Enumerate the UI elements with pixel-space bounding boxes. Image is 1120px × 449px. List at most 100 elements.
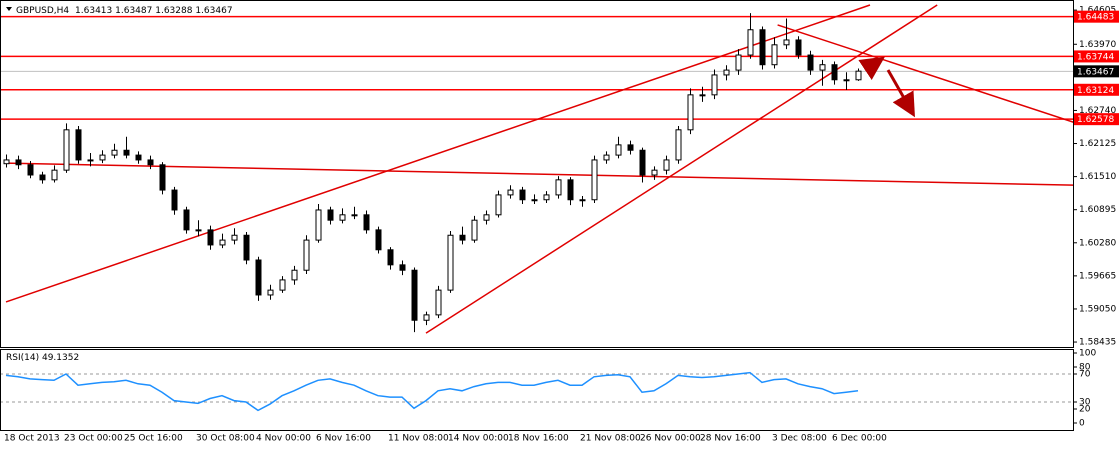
x-tick-label: 23 Oct 00:00 [64, 434, 123, 444]
candle-body [831, 64, 838, 81]
candle-body [411, 269, 418, 321]
x-tick-label: 21 Nov 08:00 [580, 434, 641, 444]
x-tick-label: 11 Nov 08:00 [388, 434, 449, 444]
trendline [425, 4, 938, 334]
arrows [858, 56, 915, 118]
rsi-header: RSI(14) 49.1352 [6, 353, 79, 363]
candle-body [795, 39, 802, 56]
y-tick-label: 1.58435 [1079, 338, 1116, 348]
price-box-bg [1074, 65, 1119, 78]
symbol: GBPUSD,H4 [16, 6, 69, 16]
candle-body [495, 194, 502, 216]
price-box-bg [1074, 50, 1119, 63]
rsi-value: 49.1352 [42, 353, 79, 363]
candle-body [483, 214, 490, 221]
x-tick-label: 6 Nov 16:00 [316, 434, 371, 444]
candle-body [747, 29, 754, 56]
candle-body [579, 199, 586, 202]
x-tick-label: 28 Nov 16:00 [700, 434, 761, 444]
candle-body [447, 234, 454, 291]
price-box: 1.63744 [1074, 50, 1119, 63]
candle-body [603, 154, 610, 161]
candle-body [75, 129, 82, 161]
y-tick-label: 1.61510 [1079, 172, 1116, 182]
candle-body [363, 214, 370, 231]
candle-body [699, 94, 706, 97]
candle-body [663, 159, 670, 171]
candle-body [435, 289, 442, 316]
candle-body [159, 164, 166, 191]
y-tick-label: 1.60280 [1079, 238, 1116, 248]
candle-body [459, 234, 466, 241]
candle-body [675, 129, 682, 161]
candle-body [555, 179, 562, 196]
candle-body [207, 229, 214, 246]
candle-body [735, 54, 742, 71]
candle-body [231, 234, 238, 241]
trendline [777, 24, 1073, 123]
candle-body [615, 144, 622, 156]
candle-body [351, 214, 358, 217]
candle-body [39, 174, 46, 181]
candle-body [279, 279, 286, 291]
candle-body [651, 169, 658, 176]
price-box-bg [1074, 10, 1119, 23]
candle-body [63, 129, 70, 171]
candle-body [783, 39, 790, 46]
candle-body [519, 189, 526, 201]
y-tick-label: 1.59665 [1079, 271, 1116, 281]
candle-body [591, 159, 598, 201]
candle-body [723, 69, 730, 76]
candle-body [267, 289, 274, 296]
x-tick-label: 6 Dec 00:00 [832, 434, 887, 444]
y-tick-label: 70 [1079, 370, 1091, 380]
candle-body [687, 94, 694, 131]
y-tick-label: 30 [1079, 398, 1091, 408]
candle-body [87, 159, 94, 162]
price-box: 1.62578 [1074, 113, 1119, 126]
x-tick-label: 25 Oct 16:00 [124, 434, 183, 444]
candle-body [255, 259, 262, 296]
candle-body [423, 314, 430, 321]
candle-body [327, 209, 334, 221]
x-tick-label: 18 Oct 2013 [4, 434, 60, 444]
rsi-line [5, 371, 859, 412]
candle-body [471, 219, 478, 241]
x-tick-label: 30 Oct 08:00 [196, 434, 255, 444]
y-tick-label: 1.59050 [1079, 304, 1116, 314]
x-tick-label: 3 Dec 08:00 [772, 434, 827, 444]
close: 1.63467 [195, 6, 232, 16]
arrow [886, 69, 915, 118]
rsi-panel [0, 349, 1074, 431]
y-tick-label: 100 [1079, 349, 1096, 359]
candle-body [807, 54, 814, 71]
candle-body [507, 189, 514, 196]
candle-body [51, 169, 58, 181]
y-tick-label: 1.60895 [1079, 205, 1116, 215]
candle-body [243, 234, 250, 261]
high: 1.63487 [115, 6, 152, 16]
price-box-label: 1.63124 [1077, 86, 1114, 96]
price-box: 1.63467 [1074, 65, 1119, 78]
arrow [858, 56, 885, 80]
candle-body [111, 149, 118, 156]
candle-body [843, 79, 850, 82]
candle-body [819, 64, 826, 71]
price-box-bg [1074, 113, 1119, 126]
candle-body [27, 164, 34, 176]
y-tick-label: 1.62125 [1079, 139, 1116, 149]
price-box-bg [1074, 83, 1119, 96]
low: 1.63288 [155, 6, 192, 16]
candle-body [339, 214, 346, 221]
y-tick-label: 80 [1079, 363, 1091, 373]
candle-body [711, 74, 718, 96]
price-box-label: 1.63744 [1077, 52, 1114, 62]
menu-triangle[interactable] [6, 7, 12, 11]
open: 1.63413 [75, 6, 112, 16]
header: GBPUSD,H4 1.63413 1.63487 1.63288 1.6346… [16, 6, 233, 16]
candle-body [531, 199, 538, 202]
candle-body [291, 269, 298, 281]
main-panel [0, 0, 1074, 348]
candle-body [15, 159, 22, 166]
